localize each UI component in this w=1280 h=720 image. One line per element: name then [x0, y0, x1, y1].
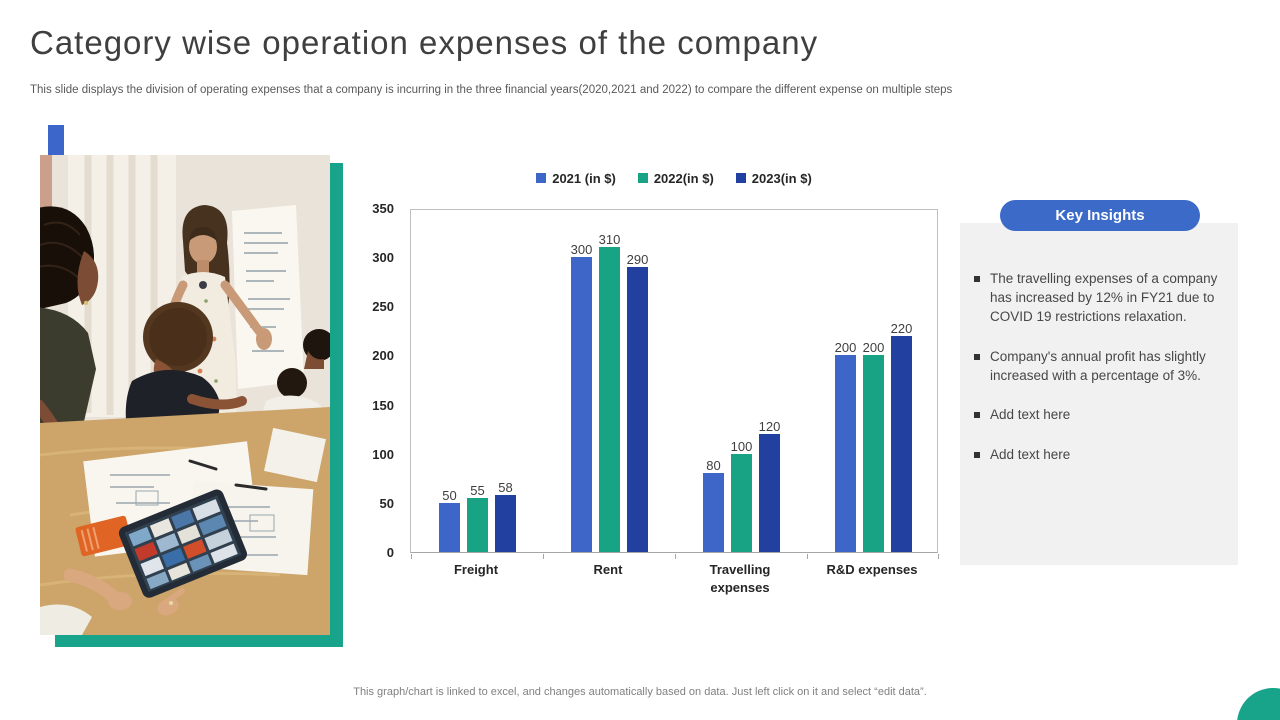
- bar-data-label: 290: [626, 252, 649, 267]
- legend-swatch-icon: [735, 173, 746, 183]
- y-tick-label: 350: [372, 201, 394, 216]
- insight-text: Company's annual profit has slightly inc…: [990, 348, 1206, 383]
- y-tick-label: 0: [386, 545, 394, 560]
- x-axis-tick: [675, 554, 676, 559]
- x-category-label: Travelling expenses: [709, 562, 771, 595]
- bar-data-label: 310: [598, 232, 621, 247]
- y-tick-label: 250: [372, 299, 394, 315]
- bullet-square-icon: [974, 276, 980, 282]
- bar-travelling-expenses: [759, 434, 780, 552]
- bar-data-label: 220: [890, 321, 913, 336]
- bar-rent: [599, 247, 620, 552]
- bullet-square-icon: [974, 353, 980, 360]
- insight-text: Add text here: [990, 447, 1071, 463]
- bar-travelling-expenses: [731, 454, 752, 552]
- legend-label: 2023(in $): [751, 170, 812, 186]
- bar-freight: [439, 503, 460, 552]
- insight-text: The travelling expenses of a company has…: [990, 271, 1218, 324]
- bar-data-label: 200: [834, 340, 857, 355]
- y-tick-label: 200: [372, 348, 394, 364]
- bar-r-d-expenses: [835, 355, 856, 552]
- key-insights-label: Key Insights: [1055, 207, 1145, 224]
- bar-data-label: 50: [442, 488, 457, 503]
- bar-data-label: 55: [470, 483, 485, 498]
- y-tick-label: 300: [372, 250, 394, 266]
- x-axis-tick: [411, 554, 412, 559]
- bar-freight: [467, 498, 488, 552]
- legend-label: 2021 (in $): [552, 170, 616, 186]
- y-tick-label: 100: [372, 446, 394, 462]
- legend-item: 2023(in $): [735, 170, 812, 186]
- bar-r-d-expenses: [891, 336, 912, 552]
- bar-data-label: 200: [862, 340, 885, 355]
- bar-data-label: 300: [570, 242, 593, 257]
- slide-subtitle: This slide displays the division of oper…: [30, 84, 953, 96]
- bar-rent: [571, 257, 592, 552]
- bar-r-d-expenses: [863, 355, 884, 552]
- insight-item: Company's annual profit has slightly inc…: [974, 348, 1226, 386]
- x-axis: Freight Rent Travelling expenses R&D expens…: [410, 561, 938, 596]
- x-axis-tick: [543, 554, 544, 559]
- plot-area[interactable]: 50 55 58 300 310 290 80 100 120 200 200 220: [410, 209, 939, 559]
- y-tick-label: 50: [379, 495, 394, 511]
- legend-label: 2022(in $): [653, 170, 714, 186]
- bar-travelling-expenses: [703, 473, 724, 552]
- chart-legend: 2021 (in $) 2022(in $) 2023(in $): [410, 168, 938, 188]
- legend-swatch-icon: [637, 173, 648, 183]
- bar-rent: [627, 267, 648, 552]
- bar-data-label: 100: [730, 439, 753, 454]
- legend-swatch-icon: [536, 173, 547, 183]
- meeting-photo-illustration: [40, 155, 330, 635]
- bullet-square-icon: [974, 452, 980, 459]
- x-category-label: R&D expenses: [826, 562, 918, 577]
- x-category-label: Rent: [593, 562, 623, 577]
- x-category-label: Freight: [453, 562, 499, 577]
- meeting-photo: [40, 155, 330, 635]
- x-axis-tick: [938, 554, 939, 559]
- insight-item[interactable]: Add text here: [974, 446, 1226, 465]
- insights-list: The travelling expenses of a company has…: [974, 270, 1226, 486]
- legend-item: 2022(in $): [637, 170, 714, 186]
- y-tick-label: 150: [372, 397, 394, 413]
- bar-freight: [495, 495, 516, 552]
- bar-data-label: 80: [706, 458, 721, 473]
- x-axis-tick: [807, 554, 808, 559]
- green-frame-right: [330, 163, 343, 647]
- bar-data-label: 58: [498, 480, 513, 495]
- insight-text: Add text here: [990, 407, 1071, 423]
- page-title: Category wise operation expenses of the …: [30, 24, 819, 61]
- green-frame-bottom: [55, 635, 343, 647]
- key-insights-panel: [960, 223, 1238, 565]
- y-axis: 0 50 100 150 200 250 300 350: [352, 201, 402, 560]
- bullet-square-icon: [974, 412, 980, 419]
- insight-item[interactable]: Add text here: [974, 406, 1226, 425]
- bar-data-label: 120: [758, 419, 781, 434]
- key-insights-header[interactable]: Key Insights: [1000, 200, 1200, 231]
- legend-item: 2021 (in $): [536, 171, 616, 186]
- footer-note: This graph/chart is linked to excel, and…: [353, 686, 927, 698]
- insight-item: The travelling expenses of a company has…: [974, 270, 1226, 327]
